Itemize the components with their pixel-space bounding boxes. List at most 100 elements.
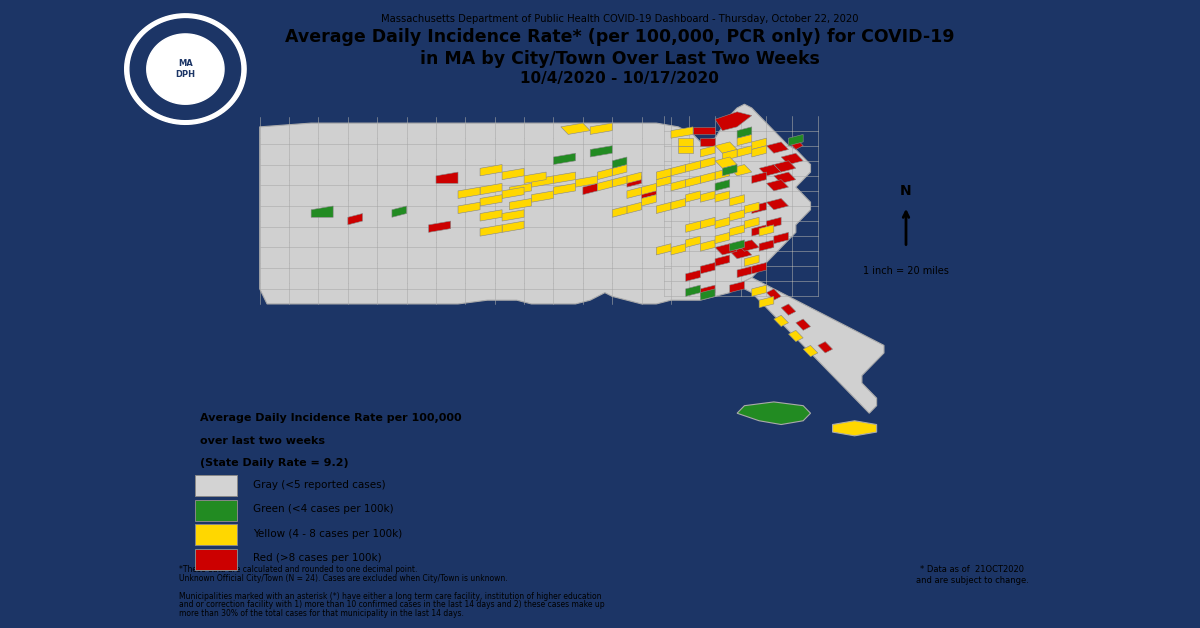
Polygon shape — [737, 134, 751, 146]
Polygon shape — [685, 236, 701, 247]
Polygon shape — [612, 206, 626, 217]
Polygon shape — [125, 14, 246, 124]
Polygon shape — [656, 168, 671, 180]
Text: Gray (<5 reported cases): Gray (<5 reported cases) — [253, 480, 385, 490]
Polygon shape — [701, 172, 715, 183]
Polygon shape — [737, 402, 810, 425]
Polygon shape — [480, 183, 502, 195]
Polygon shape — [701, 285, 715, 296]
Polygon shape — [685, 285, 701, 296]
Polygon shape — [259, 104, 810, 304]
Polygon shape — [788, 134, 803, 146]
Text: 10/4/2020 - 10/17/2020: 10/4/2020 - 10/17/2020 — [520, 71, 719, 86]
FancyBboxPatch shape — [196, 500, 236, 521]
Polygon shape — [701, 217, 715, 229]
Polygon shape — [131, 19, 241, 119]
Polygon shape — [553, 153, 576, 165]
Polygon shape — [767, 198, 788, 210]
Polygon shape — [715, 168, 730, 180]
Polygon shape — [701, 191, 715, 202]
Polygon shape — [685, 191, 701, 202]
Polygon shape — [788, 330, 803, 342]
Polygon shape — [715, 180, 730, 191]
Polygon shape — [722, 149, 737, 161]
Polygon shape — [751, 263, 767, 274]
Polygon shape — [626, 172, 642, 183]
Text: Average Daily Incidence Rate* (per 100,000, PCR only) for COVID-19: Average Daily Incidence Rate* (per 100,0… — [284, 28, 954, 46]
Polygon shape — [612, 165, 626, 176]
Text: Yellow (4 - 8 cases per 100k): Yellow (4 - 8 cases per 100k) — [253, 529, 402, 539]
Text: Massachusetts Department of Public Health COVID-19 Dashboard - Thursday, October: Massachusetts Department of Public Healt… — [380, 14, 858, 24]
Text: *These data are calculated and rounded to one decimal point.: *These data are calculated and rounded t… — [179, 565, 418, 574]
Polygon shape — [685, 221, 701, 232]
Polygon shape — [532, 191, 553, 202]
Polygon shape — [502, 187, 524, 198]
Polygon shape — [737, 278, 884, 413]
Polygon shape — [774, 315, 788, 327]
Polygon shape — [715, 255, 730, 266]
Polygon shape — [583, 183, 598, 195]
Polygon shape — [598, 180, 612, 191]
Polygon shape — [524, 172, 546, 183]
Polygon shape — [751, 138, 767, 149]
Polygon shape — [480, 225, 502, 236]
Polygon shape — [730, 165, 751, 176]
Text: (State Daily Rate = 9.2): (State Daily Rate = 9.2) — [199, 458, 348, 468]
Polygon shape — [598, 168, 612, 180]
Polygon shape — [685, 270, 701, 281]
Polygon shape — [590, 146, 612, 157]
Polygon shape — [751, 172, 767, 183]
Text: in MA by City/Town Over Last Two Weeks: in MA by City/Town Over Last Two Weeks — [420, 50, 820, 68]
Polygon shape — [642, 195, 656, 206]
Polygon shape — [760, 165, 781, 176]
Text: MA
DPH: MA DPH — [175, 60, 196, 78]
Polygon shape — [781, 153, 803, 165]
Polygon shape — [694, 127, 715, 134]
Text: Red (>8 cases per 100k): Red (>8 cases per 100k) — [253, 553, 382, 563]
Polygon shape — [751, 225, 767, 236]
Polygon shape — [744, 255, 760, 266]
Polygon shape — [671, 127, 694, 138]
Text: N: N — [900, 185, 912, 198]
Polygon shape — [701, 240, 715, 251]
Polygon shape — [656, 176, 671, 187]
Polygon shape — [590, 123, 612, 134]
Polygon shape — [701, 157, 715, 168]
Polygon shape — [480, 165, 502, 176]
Polygon shape — [751, 285, 767, 296]
Polygon shape — [774, 161, 796, 172]
Polygon shape — [678, 146, 694, 153]
FancyBboxPatch shape — [196, 549, 236, 570]
Polygon shape — [392, 206, 407, 217]
Polygon shape — [671, 198, 685, 210]
Polygon shape — [715, 217, 730, 229]
Polygon shape — [701, 263, 715, 274]
Polygon shape — [701, 289, 715, 300]
Polygon shape — [458, 202, 480, 214]
Polygon shape — [576, 176, 598, 187]
Polygon shape — [730, 247, 751, 259]
Polygon shape — [642, 183, 656, 195]
Polygon shape — [480, 195, 502, 206]
Polygon shape — [767, 180, 788, 191]
Polygon shape — [436, 172, 458, 183]
Text: Municipalities marked with an asterisk (*) have either a long term care facility: Municipalities marked with an asterisk (… — [179, 592, 601, 600]
Text: * Data as of  21OCT2020
and are subject to change.: * Data as of 21OCT2020 and are subject t… — [916, 565, 1028, 585]
Polygon shape — [744, 202, 760, 214]
Polygon shape — [701, 146, 715, 157]
Polygon shape — [458, 187, 480, 198]
Text: more than 30% of the total cases for that municipality in the last 14 days.: more than 30% of the total cases for tha… — [179, 609, 464, 618]
Polygon shape — [685, 176, 701, 187]
Polygon shape — [678, 138, 694, 146]
Polygon shape — [751, 146, 767, 157]
Polygon shape — [737, 127, 751, 138]
Polygon shape — [642, 187, 656, 198]
Polygon shape — [348, 214, 362, 225]
Polygon shape — [715, 112, 751, 131]
Polygon shape — [737, 266, 751, 278]
Polygon shape — [553, 172, 576, 183]
Polygon shape — [685, 161, 701, 172]
Polygon shape — [781, 304, 796, 315]
Polygon shape — [626, 202, 642, 214]
Polygon shape — [774, 172, 796, 183]
